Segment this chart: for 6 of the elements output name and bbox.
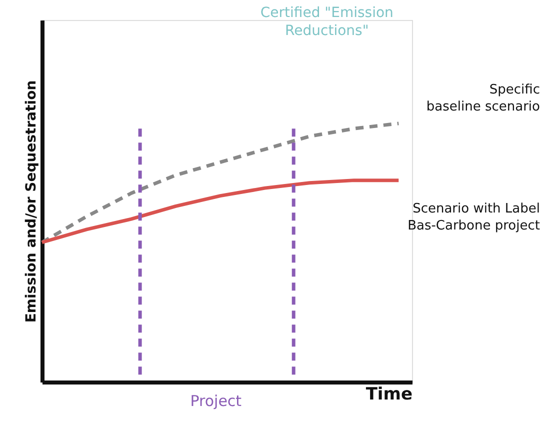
x-axis-title: Time (366, 384, 412, 404)
text: Specific baseline scenario (426, 82, 540, 114)
text: Project (190, 392, 242, 410)
text: Certified "Emission Reductions" (260, 5, 394, 39)
series-label: Scenario with Label Bas-Carbone project (408, 201, 540, 234)
y-axis-title: Emission and/or Sequestration (24, 80, 40, 323)
